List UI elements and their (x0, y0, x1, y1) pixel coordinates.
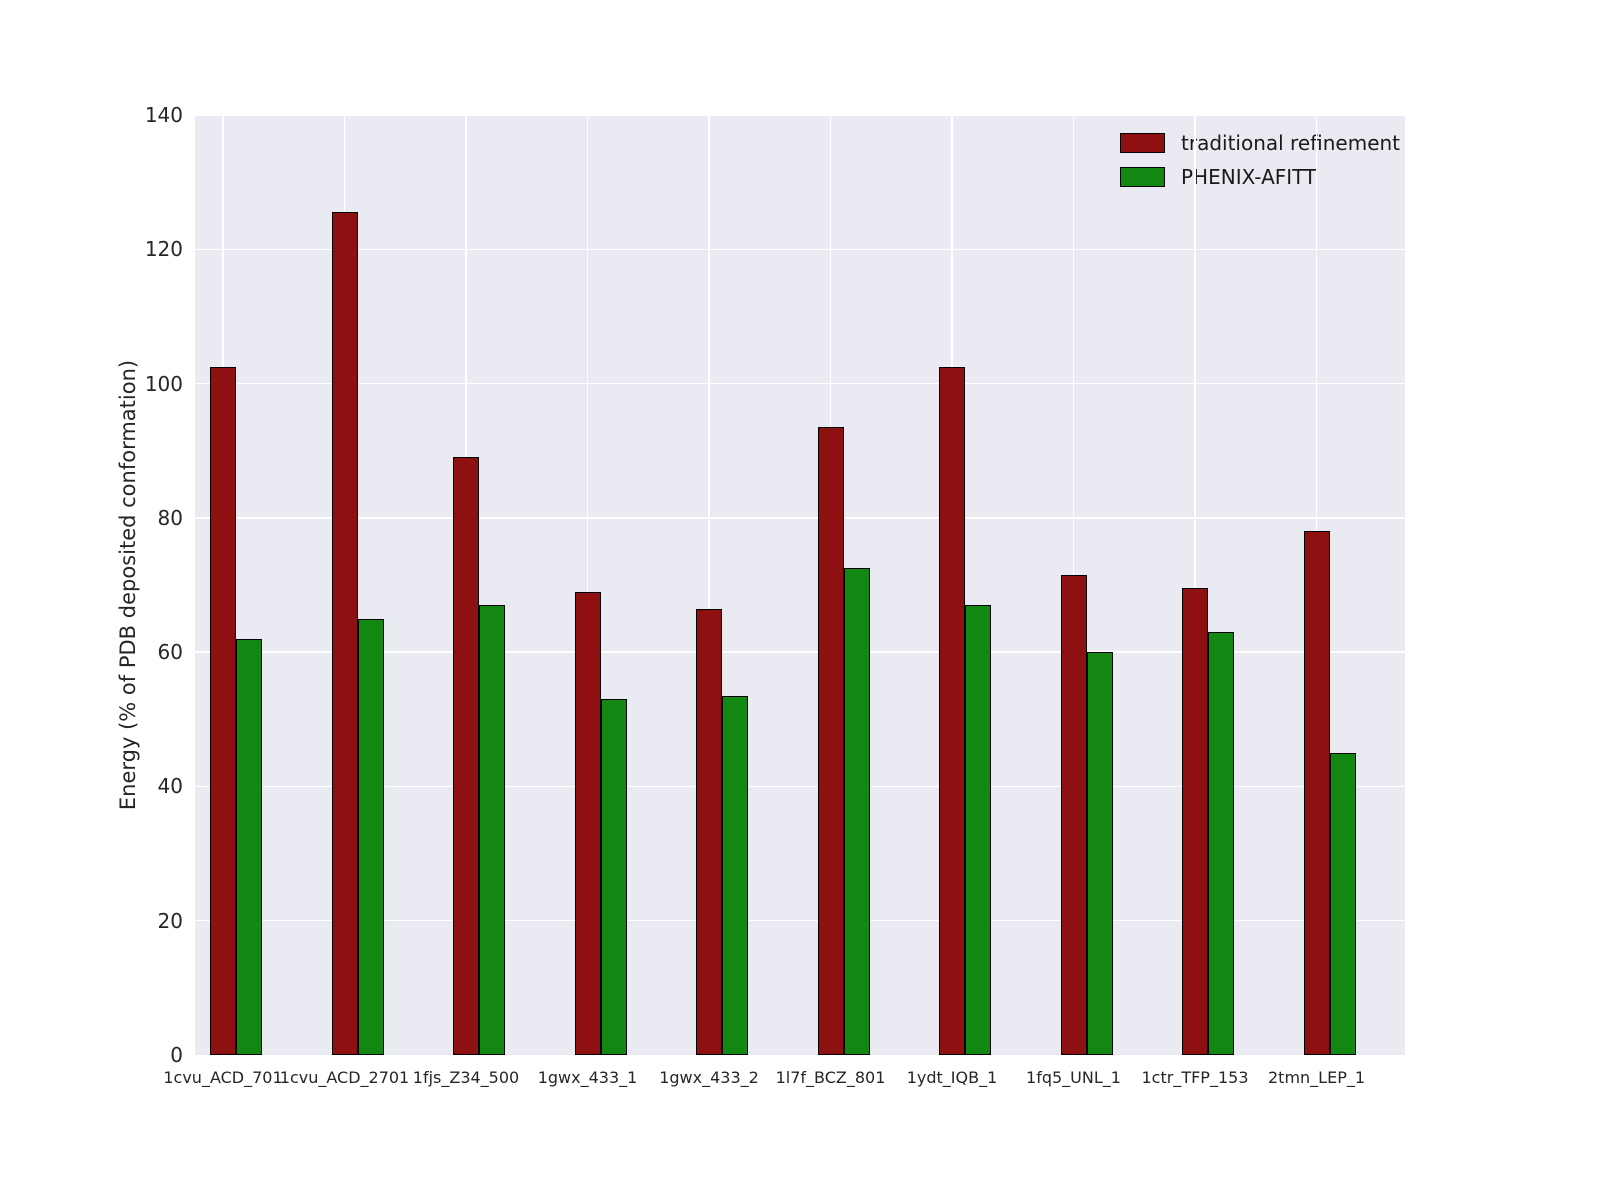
bar-traditional-refinement (1182, 588, 1208, 1055)
bar-traditional-refinement (939, 366, 965, 1055)
bar-traditional-refinement (1060, 574, 1087, 1055)
x-tick-label: 1cvu_ACD_2701 (279, 1068, 410, 1087)
bar-phenix-afitt (1329, 752, 1356, 1055)
bar-traditional-refinement (331, 212, 358, 1055)
legend-swatch (1120, 167, 1165, 187)
x-tick-label: 1ctr_TFP_153 (1141, 1068, 1249, 1087)
x-tick-label: 1cvu_ACD_701 (163, 1068, 283, 1087)
bar-phenix-afitt (965, 605, 991, 1055)
x-tick-label: 1gwx_433_1 (537, 1068, 638, 1087)
legend: traditional refinement PHENIX-AFITT (1120, 131, 1400, 189)
y-tick-label: 140 (144, 103, 183, 127)
y-tick-label: 60 (157, 640, 183, 665)
x-tick-label: 1fjs_Z34_500 (412, 1068, 520, 1087)
bar-phenix-afitt (600, 699, 627, 1055)
gridline-horizontal (195, 785, 1405, 788)
bar-traditional-refinement (574, 591, 601, 1055)
legend-item: PHENIX-AFITT (1120, 165, 1400, 189)
plot-area: traditional refinement PHENIX-AFITT (195, 114, 1405, 1055)
bar-phenix-afitt (357, 618, 384, 1055)
bar-traditional-refinement (817, 427, 844, 1055)
y-tick-label: 100 (144, 371, 183, 396)
gridline-horizontal (195, 382, 1405, 385)
legend-item: traditional refinement (1120, 131, 1400, 155)
x-tick-label: 1gwx_433_2 (659, 1068, 759, 1087)
y-tick-label: 0 (170, 1043, 183, 1067)
x-tick-label: 2tmn_LEP_1 (1267, 1068, 1366, 1087)
x-tick-label: 1l7f_BCZ_801 (775, 1068, 886, 1087)
gridline-horizontal (195, 919, 1405, 922)
gridline-horizontal (195, 114, 1405, 116)
gridline-vertical (586, 115, 589, 1055)
legend-swatch (1120, 133, 1165, 153)
bar-phenix-afitt (843, 568, 870, 1055)
y-tick-label: 20 (157, 908, 183, 933)
y-tick-label: 120 (144, 237, 183, 262)
x-tick-label: 1fq5_UNL_1 (1026, 1068, 1121, 1087)
bar-traditional-refinement (1303, 531, 1330, 1055)
bar-traditional-refinement (453, 457, 479, 1055)
bar-phenix-afitt (479, 605, 505, 1055)
y-axis-title: Energy (% of PDB deposited conformation) (116, 359, 140, 811)
y-tick-label: 80 (157, 505, 183, 530)
legend-label: traditional refinement (1181, 131, 1401, 155)
bar-phenix-afitt (236, 638, 262, 1055)
gridline-horizontal (195, 517, 1405, 519)
y-tick-label: 40 (157, 774, 183, 799)
gridline-vertical (1194, 115, 1196, 1055)
gridline-horizontal (195, 651, 1405, 653)
bar-phenix-afitt (1208, 632, 1234, 1055)
bar-phenix-afitt (722, 695, 748, 1055)
x-tick-label: 1ydt_IQB_1 (906, 1068, 998, 1087)
gridline-vertical (708, 115, 710, 1055)
bar-traditional-refinement (696, 608, 722, 1055)
bar-phenix-afitt (1086, 652, 1113, 1055)
legend-label: PHENIX-AFITT (1181, 165, 1317, 189)
bar-traditional-refinement (210, 366, 236, 1055)
gridline-horizontal (195, 248, 1405, 251)
